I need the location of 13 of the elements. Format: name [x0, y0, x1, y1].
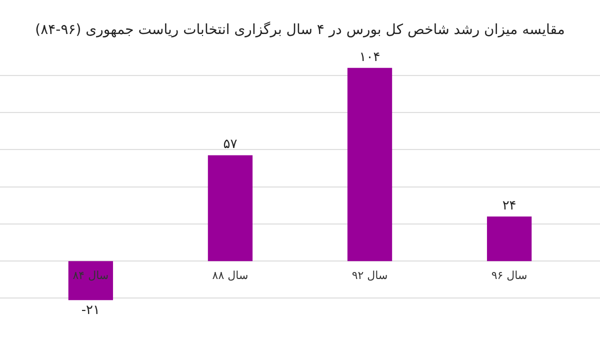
- x-tick-label: سال ۹۲: [352, 269, 388, 282]
- bar: [68, 261, 114, 300]
- bar: [208, 155, 253, 262]
- x-tick-label: سال ۸۴: [72, 269, 109, 282]
- bar: [486, 216, 532, 262]
- data-label: -۲۱: [81, 303, 100, 318]
- bar: [347, 68, 392, 262]
- data-label: ۱۰۴: [359, 50, 380, 65]
- chart-title: مقایسه میزان رشد شاخص کل بورس در ۴ سال برگزاری انتخابات ریاست جمهوری (۹۶-۸۴): [35, 20, 565, 38]
- x-tick-label: سال ۸۸: [212, 269, 248, 282]
- x-tick-label: سال ۹۶: [491, 269, 528, 282]
- data-label: ۲۴: [502, 198, 516, 214]
- data-label: ۵۷: [223, 137, 238, 152]
